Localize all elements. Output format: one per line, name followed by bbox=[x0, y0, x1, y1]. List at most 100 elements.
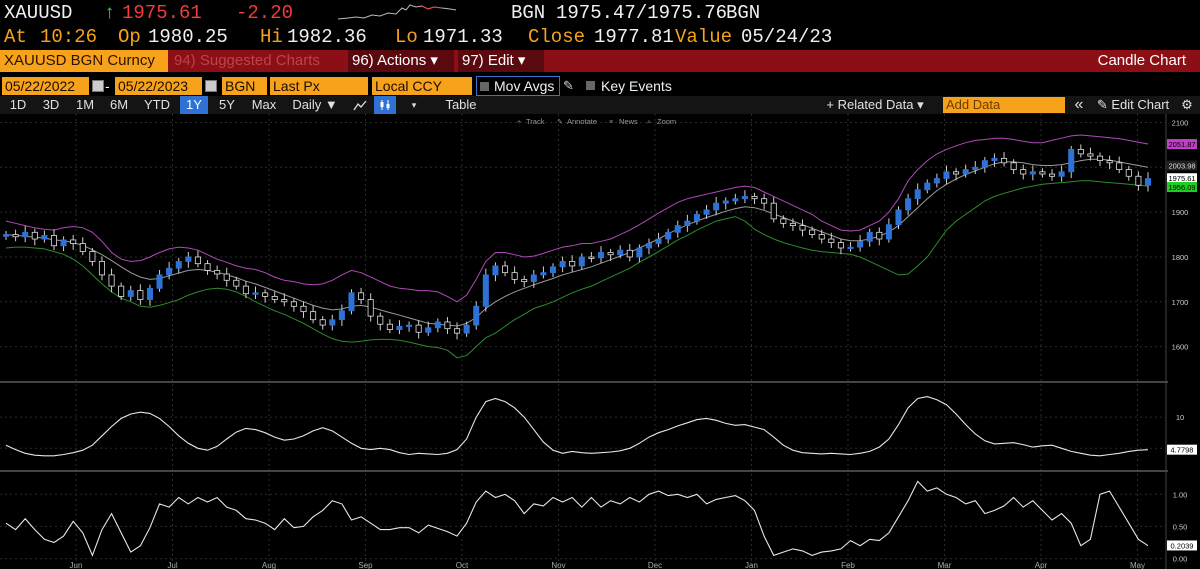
pencil-icon[interactable]: ✎ bbox=[563, 78, 574, 93]
chart-area[interactable]: + Track ✎ Annotate ≡ News ⌕ Zoom Jun Jul A… bbox=[0, 114, 1200, 569]
candle bbox=[31, 231, 38, 240]
candle bbox=[741, 196, 748, 200]
indicator-2-line bbox=[5, 480, 1149, 557]
news-tool[interactable]: ≡ News bbox=[609, 117, 638, 126]
last-price-value: 1975.61 bbox=[1168, 174, 1195, 183]
period-1d[interactable]: 1D bbox=[9, 97, 27, 112]
candle bbox=[377, 315, 384, 325]
candle bbox=[559, 261, 566, 268]
candle bbox=[358, 292, 365, 300]
period-3d[interactable]: 3D bbox=[42, 97, 60, 112]
low-value: 1971.33 bbox=[423, 26, 503, 48]
candle bbox=[866, 231, 873, 242]
period-ytd[interactable]: YTD bbox=[144, 97, 170, 112]
candle bbox=[367, 299, 374, 317]
currency-select[interactable]: Local CCY bbox=[372, 77, 472, 95]
gridlines bbox=[0, 114, 1166, 566]
candle bbox=[79, 243, 86, 252]
svg-text:≡: ≡ bbox=[609, 119, 613, 126]
field-select[interactable]: Last Px bbox=[270, 77, 368, 95]
related-data-button[interactable]: + Related Data ▾ bbox=[826, 97, 924, 112]
x-tick-label: Sep bbox=[358, 561, 373, 569]
security-field[interactable]: XAUUSD BGN Curncy bbox=[0, 50, 168, 72]
candle bbox=[98, 261, 105, 276]
candle bbox=[962, 169, 969, 175]
end-date-input[interactable]: 05/22/2023 bbox=[115, 77, 202, 95]
candle bbox=[70, 239, 77, 244]
period-1y[interactable]: 1Y bbox=[180, 96, 208, 114]
start-date-input[interactable]: 05/22/2022 bbox=[2, 77, 89, 95]
period-5y[interactable]: 5Y bbox=[219, 97, 235, 112]
candle bbox=[713, 202, 720, 211]
candle bbox=[454, 328, 461, 334]
track-tool-label: Track bbox=[526, 117, 545, 126]
at-label: At bbox=[4, 26, 27, 48]
candle bbox=[60, 239, 67, 247]
candle bbox=[837, 242, 844, 249]
candle bbox=[521, 278, 528, 283]
price-panel bbox=[2, 134, 1152, 359]
candle bbox=[482, 274, 489, 307]
track-tool[interactable]: + Track bbox=[517, 117, 545, 126]
svg-text:✎: ✎ bbox=[557, 119, 563, 126]
price-tick-label: 1600 bbox=[1172, 343, 1189, 352]
price-tick-label: 1900 bbox=[1172, 208, 1189, 217]
period-max[interactable]: Max bbox=[251, 97, 277, 112]
candle bbox=[262, 292, 269, 297]
edit-chart-button[interactable]: ✎ Edit Chart bbox=[1096, 97, 1170, 112]
candle bbox=[50, 235, 58, 247]
candle bbox=[156, 274, 163, 289]
indicator-2-tick-label: 0.50 bbox=[1173, 522, 1188, 531]
actions-menu[interactable]: 96) Actions ▾ bbox=[348, 50, 454, 72]
line-chart-icon[interactable] bbox=[348, 96, 372, 114]
annotate-tool[interactable]: ✎ Annotate bbox=[557, 117, 597, 126]
add-data-input[interactable]: Add Data bbox=[943, 97, 1065, 113]
candle bbox=[281, 299, 288, 303]
candle bbox=[972, 166, 979, 170]
svg-text:+: + bbox=[517, 119, 521, 126]
upper-band-value-bg bbox=[1167, 139, 1197, 150]
chevron-down-icon[interactable]: ▾ bbox=[411, 100, 417, 110]
indicator-2-tick-label: 0.00 bbox=[1173, 555, 1188, 564]
candle bbox=[847, 246, 854, 250]
indicator-2-last-value: 0.2039 bbox=[1171, 541, 1194, 550]
candle bbox=[444, 321, 451, 330]
candle bbox=[434, 321, 441, 329]
candle bbox=[338, 310, 345, 321]
ask-source: BGN bbox=[726, 2, 761, 24]
edit-menu[interactable]: 97) Edit ▾ bbox=[458, 50, 544, 72]
low-label: Lo bbox=[395, 26, 418, 48]
zoom-tool[interactable]: ⌕ Zoom bbox=[647, 117, 676, 126]
candle bbox=[1001, 157, 1008, 164]
candle bbox=[597, 252, 605, 259]
candle bbox=[1020, 169, 1027, 175]
pricing-source-field[interactable]: BGN bbox=[222, 77, 267, 95]
candle-chart-icon[interactable] bbox=[374, 96, 396, 114]
chart-type-label: Candle Chart bbox=[1097, 52, 1186, 69]
candle bbox=[1058, 171, 1065, 177]
calendar-icon[interactable] bbox=[205, 80, 217, 92]
mov-avgs-checkbox[interactable] bbox=[480, 82, 489, 91]
candle bbox=[348, 292, 355, 312]
intraday-sparkline bbox=[338, 4, 457, 20]
indicator-panel-2 bbox=[5, 480, 1149, 557]
collapse-icon[interactable]: « bbox=[1074, 96, 1084, 113]
calendar-icon[interactable] bbox=[92, 80, 104, 92]
lower-band-line bbox=[5, 180, 1149, 359]
period-6m[interactable]: 6M bbox=[109, 97, 129, 112]
candle bbox=[319, 319, 326, 326]
gear-icon[interactable]: ⚙ bbox=[1181, 97, 1193, 112]
high-label: Hi bbox=[260, 26, 283, 48]
x-tick-label: Nov bbox=[551, 561, 565, 569]
table-button[interactable]: Table bbox=[445, 97, 477, 112]
indicator-2-last-value-bg bbox=[1167, 540, 1197, 551]
value-date: 05/24/23 bbox=[741, 26, 833, 48]
key-events-label[interactable]: Key Events bbox=[601, 78, 672, 94]
key-events-checkbox[interactable] bbox=[586, 81, 595, 90]
zoom-tool-label: Zoom bbox=[657, 117, 676, 126]
moving-average-value: 2003.98 bbox=[1168, 162, 1195, 171]
frequency-select[interactable]: Daily ▼ bbox=[292, 97, 338, 112]
period-1m[interactable]: 1M bbox=[75, 97, 95, 112]
suggested-charts-menu[interactable]: 94) Suggested Charts bbox=[174, 52, 320, 69]
mov-avgs-toggle[interactable]: Mov Avgs bbox=[476, 76, 560, 96]
